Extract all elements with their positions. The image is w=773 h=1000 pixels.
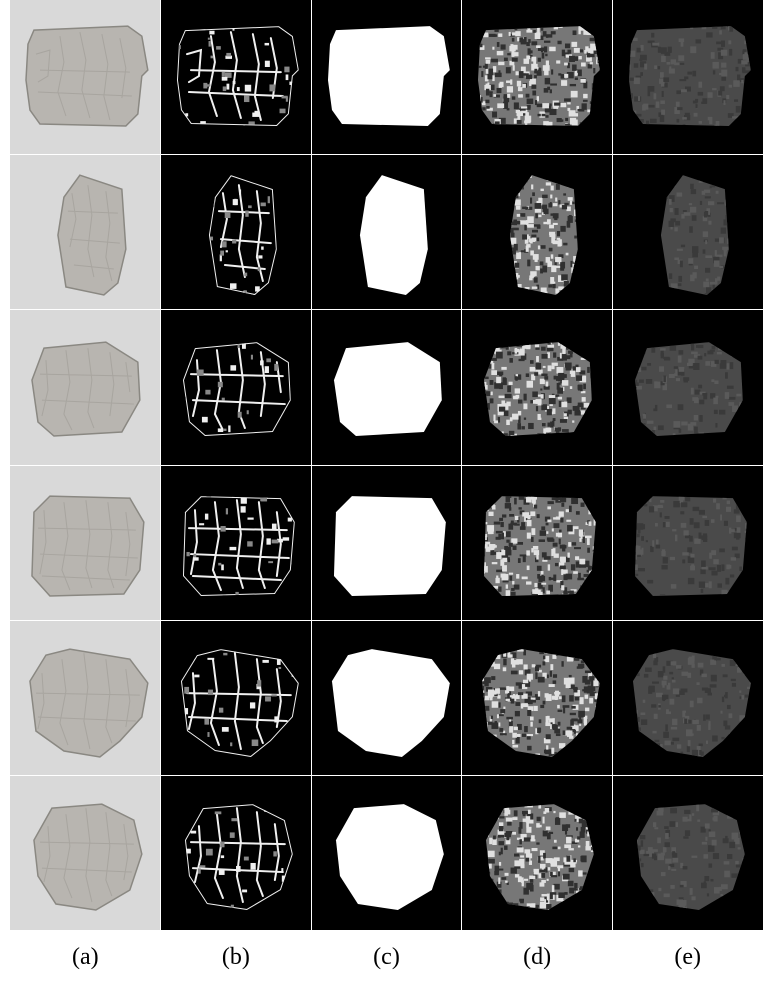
column-label-c: (c) <box>311 944 462 971</box>
fragment-row4-col-a <box>10 466 160 620</box>
fragment-row6-col-a <box>10 776 160 930</box>
fragment-row5-col-e <box>613 621 763 775</box>
fragment-row3-col-b <box>161 310 311 464</box>
fragment-row6-col-b <box>161 776 311 930</box>
fragment-row1-col-d <box>462 0 612 154</box>
fragment-row6-col-e <box>613 776 763 930</box>
column-label-e: (e) <box>612 944 763 971</box>
fragment-row3-col-a <box>10 310 160 464</box>
fragment-row5-col-c <box>312 621 462 775</box>
fragment-row1-col-c <box>312 0 462 154</box>
fragment-row4-col-c <box>312 466 462 620</box>
fragment-row1-col-b <box>161 0 311 154</box>
fragment-row2-col-e <box>613 155 763 309</box>
fragment-row6-col-c <box>312 776 462 930</box>
fragment-row2-col-c <box>312 155 462 309</box>
fragment-row3-col-d <box>462 310 612 464</box>
column-labels-row: (a) (b) (c) (d) (e) <box>10 944 763 971</box>
column-label-a: (a) <box>10 944 161 971</box>
figure-comparison-grid <box>10 0 763 930</box>
fragment-row4-col-d <box>462 466 612 620</box>
fragment-row6-col-d <box>462 776 612 930</box>
column-label-d: (d) <box>462 944 613 971</box>
fragment-row2-col-b <box>161 155 311 309</box>
column-label-b: (b) <box>161 944 312 971</box>
fragment-row4-col-b <box>161 466 311 620</box>
fragment-row5-col-d <box>462 621 612 775</box>
fragment-row3-col-c <box>312 310 462 464</box>
fragment-row5-col-a <box>10 621 160 775</box>
fragment-row1-col-e <box>613 0 763 154</box>
fragment-row5-col-b <box>161 621 311 775</box>
fragment-row2-col-d <box>462 155 612 309</box>
fragment-row3-col-e <box>613 310 763 464</box>
fragment-row2-col-a <box>10 155 160 309</box>
fragment-row1-col-a <box>10 0 160 154</box>
fragment-row4-col-e <box>613 466 763 620</box>
